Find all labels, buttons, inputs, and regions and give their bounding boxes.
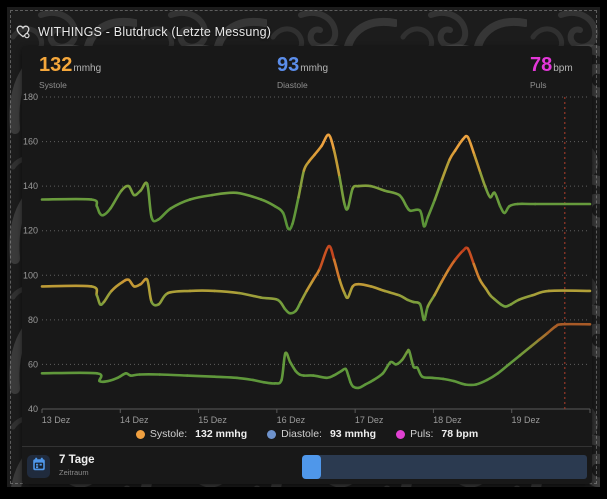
footer-bar: 7 Tage Zeitraum [22, 447, 592, 484]
svg-text:100: 100 [23, 270, 38, 280]
legend-diastole-label: Diastole: [281, 428, 322, 440]
puls-dot-icon [396, 429, 406, 439]
card-title: WITHINGS - Blutdruck (Letzte Messung) [38, 25, 272, 39]
legend-systole-label: Systole: [149, 428, 188, 440]
puls-value: 78 [530, 54, 553, 76]
systole-label: Systole [39, 80, 67, 90]
legend-puls-label: Puls: [410, 428, 434, 440]
y-axis-labels: 180 160 140 120 100 80 60 40 [23, 92, 38, 414]
svg-text:19 Dez: 19 Dez [511, 415, 540, 425]
legend-item-puls[interactable]: Puls: 78 bpm [396, 428, 478, 440]
svg-text:16 Dez: 16 Dez [277, 415, 306, 425]
stat-diastole: 93 mmhg Diastole [277, 54, 328, 90]
legend-diastole-value: 93 mmhg [329, 428, 377, 440]
svg-text:120: 120 [23, 226, 38, 236]
range-sublabel: Zeitraum [59, 468, 89, 477]
calendar-button[interactable] [27, 455, 50, 478]
legend-puls-value: 78 bpm [441, 428, 479, 440]
diastole-value: 93 [277, 54, 300, 76]
heart-icon [16, 25, 31, 39]
svg-text:180: 180 [23, 92, 38, 102]
systole-dot-icon [135, 429, 145, 439]
gridlines [42, 96, 590, 365]
range-label: 7 Tage [59, 454, 95, 466]
series-puls [40, 322, 592, 390]
svg-text:17 Dez: 17 Dez [355, 415, 384, 425]
stat-systole: 132 mmhg Systole [39, 54, 101, 90]
svg-text:40: 40 [28, 404, 38, 414]
svg-text:80: 80 [28, 315, 38, 325]
svg-text:15 Dez: 15 Dez [198, 415, 227, 425]
svg-text:18 Dez: 18 Dez [433, 415, 462, 425]
svg-text:14 Dez: 14 Dez [120, 415, 149, 425]
time-range-selector[interactable]: 7 Tage Zeitraum [59, 454, 95, 477]
svg-text:13 Dez: 13 Dez [42, 415, 71, 425]
x-axis: 13 Dez 14 Dez 15 Dez 16 Dez 17 Dez 18 Dez 19 D… [41, 408, 591, 425]
slider-handle[interactable] [302, 455, 321, 479]
puls-unit: bpm [553, 63, 573, 74]
series-systole [40, 133, 592, 231]
chart-card: 132 mmhg Systole 93 mmhg Diastole 78 bpm… [22, 46, 592, 484]
systole-value: 132 [39, 54, 73, 76]
time-range-slider[interactable] [302, 455, 587, 479]
systole-unit: mmhg [73, 63, 102, 74]
puls-label: Puls [530, 80, 547, 90]
card-header: WITHINGS - Blutdruck (Letzte Messung) [16, 23, 271, 41]
diastole-unit: mmhg [300, 63, 329, 74]
diastole-dot-icon [267, 429, 277, 439]
calendar-icon [32, 457, 46, 476]
stat-puls: 78 bpm Puls [530, 54, 573, 90]
svg-text:140: 140 [23, 181, 38, 191]
svg-text:60: 60 [28, 359, 38, 369]
svg-text:160: 160 [23, 137, 38, 147]
chart-legend: Systole: 132 mmhg Diastole: 93 mmhg Puls… [22, 428, 592, 440]
footer-divider [22, 446, 592, 447]
series-diastole [40, 244, 592, 322]
legend-item-diastole[interactable]: Diastole: 93 mmhg [267, 428, 376, 440]
legend-item-systole[interactable]: Systole: 132 mmhg [135, 428, 248, 440]
diastole-label: Diastole [277, 80, 308, 90]
legend-systole-value: 132 mmhg [195, 428, 248, 440]
